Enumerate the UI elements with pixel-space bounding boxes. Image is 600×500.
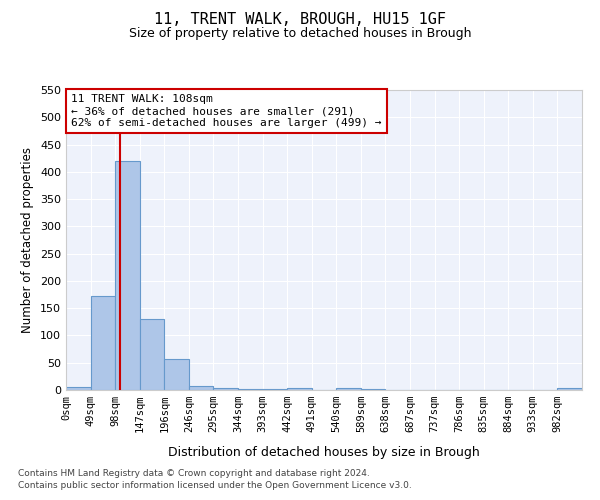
Bar (115, 161, 140, 390)
Bar (164, 359, 189, 390)
Bar (287, 388, 312, 390)
Text: Size of property relative to detached houses in Brough: Size of property relative to detached ho… (129, 28, 471, 40)
Bar (214, 388, 238, 390)
Text: 11 TRENT WALK: 108sqm
← 36% of detached houses are smaller (291)
62% of semi-det: 11 TRENT WALK: 108sqm ← 36% of detached … (71, 94, 382, 128)
Bar (66, 388, 91, 390)
Text: Contains HM Land Registry data © Crown copyright and database right 2024.: Contains HM Land Registry data © Crown c… (18, 468, 370, 477)
Bar (140, 319, 164, 390)
Bar (557, 388, 582, 390)
Bar (189, 386, 214, 390)
X-axis label: Distribution of detached houses by size in Brough: Distribution of detached houses by size … (168, 446, 480, 459)
Y-axis label: Number of detached properties: Number of detached properties (22, 147, 34, 333)
Text: Contains public sector information licensed under the Open Government Licence v3: Contains public sector information licen… (18, 481, 412, 490)
Bar (91, 296, 115, 390)
Text: 11, TRENT WALK, BROUGH, HU15 1GF: 11, TRENT WALK, BROUGH, HU15 1GF (154, 12, 446, 28)
Bar (336, 388, 361, 390)
